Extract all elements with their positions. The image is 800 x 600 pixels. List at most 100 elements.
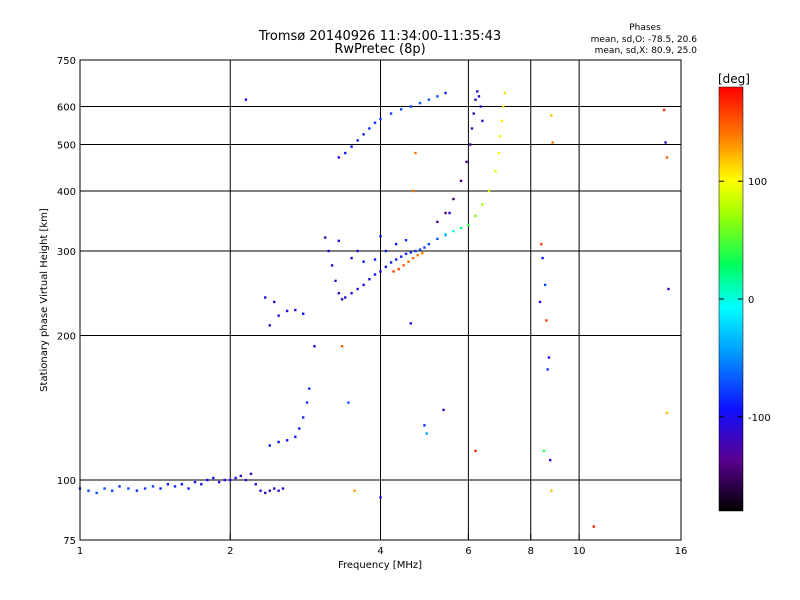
data-point: [330, 264, 334, 267]
data-point: [664, 141, 667, 144]
data-point: [206, 478, 209, 482]
data-point: [394, 242, 398, 246]
data-point: [356, 139, 359, 142]
data-point: [479, 105, 482, 108]
data-point: [368, 127, 371, 130]
data-point: [389, 112, 393, 115]
x-tick-label: 6: [465, 546, 471, 557]
data-point: [353, 489, 356, 492]
data-point: [344, 151, 347, 155]
data-point: [409, 251, 412, 254]
data-point: [459, 226, 463, 230]
data-point: [442, 408, 445, 412]
data-point: [305, 401, 309, 404]
data-point: [249, 472, 253, 476]
data-point: [301, 312, 305, 315]
data-point: [550, 114, 553, 117]
y-tick-label: 75: [63, 536, 76, 547]
data-point: [229, 478, 232, 482]
data-point: [127, 487, 130, 490]
data-point: [465, 160, 468, 164]
y-tick-label: 200: [57, 332, 76, 343]
data-point: [356, 287, 359, 291]
y-tick-label: 600: [57, 103, 76, 114]
data-point: [411, 189, 415, 193]
data-point: [389, 261, 393, 264]
data-point: [409, 322, 412, 325]
colorbar-label: [deg]: [718, 72, 750, 86]
data-point: [298, 427, 301, 430]
data-point: [244, 98, 248, 101]
data-point: [503, 91, 507, 95]
colorbar-tick-label: 0: [748, 295, 754, 306]
data-point: [264, 296, 267, 299]
data-point: [294, 435, 297, 439]
data-point: [143, 487, 147, 490]
data-point: [494, 169, 497, 173]
data-point: [239, 474, 243, 478]
data-point: [379, 117, 382, 121]
data-point: [427, 98, 431, 101]
data-points: [78, 90, 670, 528]
data-point: [159, 487, 162, 490]
data-point: [337, 156, 341, 159]
data-point: [474, 214, 477, 218]
data-point: [373, 258, 377, 261]
data-point: [180, 483, 184, 486]
data-point: [259, 489, 262, 492]
data-point: [416, 254, 419, 257]
data-point: [421, 251, 424, 255]
data-point: [356, 249, 359, 253]
chart-subtitle: RwPretec (8p): [334, 42, 425, 57]
data-point: [481, 203, 484, 206]
x-tick-label: 1: [77, 546, 83, 557]
data-point: [474, 98, 477, 101]
data-point: [223, 478, 226, 482]
data-point: [337, 239, 341, 243]
data-point: [665, 156, 669, 159]
data-point: [362, 283, 365, 287]
data-point: [427, 242, 431, 246]
chart-title: Tromsø 20140926 11:34:00-11:35:43: [258, 29, 501, 44]
data-point: [468, 143, 472, 146]
data-point: [110, 489, 114, 492]
data-point: [418, 101, 422, 105]
data-point: [392, 270, 395, 273]
y-tick-label: 750: [57, 56, 76, 67]
data-point: [545, 319, 548, 322]
data-point: [273, 487, 276, 490]
data-point: [436, 95, 439, 98]
data-point: [481, 119, 484, 123]
data-point: [423, 424, 426, 427]
data-point: [268, 489, 271, 492]
data-point: [264, 491, 267, 495]
data-point: [340, 298, 344, 301]
data-point: [399, 108, 403, 111]
x-tick-label: 10: [573, 546, 586, 557]
data-point: [268, 324, 271, 327]
data-point: [540, 242, 543, 246]
data-point: [166, 483, 170, 486]
data-point: [444, 211, 447, 215]
data-point: [402, 264, 405, 267]
data-point: [592, 525, 595, 528]
data-point: [444, 91, 447, 95]
y-tick-label: 400: [57, 187, 76, 198]
data-point: [277, 489, 280, 492]
data-point: [362, 260, 365, 263]
data-point: [313, 345, 316, 348]
colorbar-tick-label: 100: [748, 177, 767, 188]
data-point: [193, 480, 197, 484]
data-point: [404, 238, 408, 242]
data-point: [350, 145, 353, 148]
data-point: [368, 278, 371, 281]
data-point: [667, 287, 670, 291]
data-point: [234, 476, 237, 480]
data-point: [470, 127, 474, 130]
data-point: [301, 416, 305, 419]
data-point: [327, 249, 330, 253]
data-point: [399, 255, 403, 258]
data-point: [212, 476, 215, 480]
data-point: [414, 151, 417, 155]
